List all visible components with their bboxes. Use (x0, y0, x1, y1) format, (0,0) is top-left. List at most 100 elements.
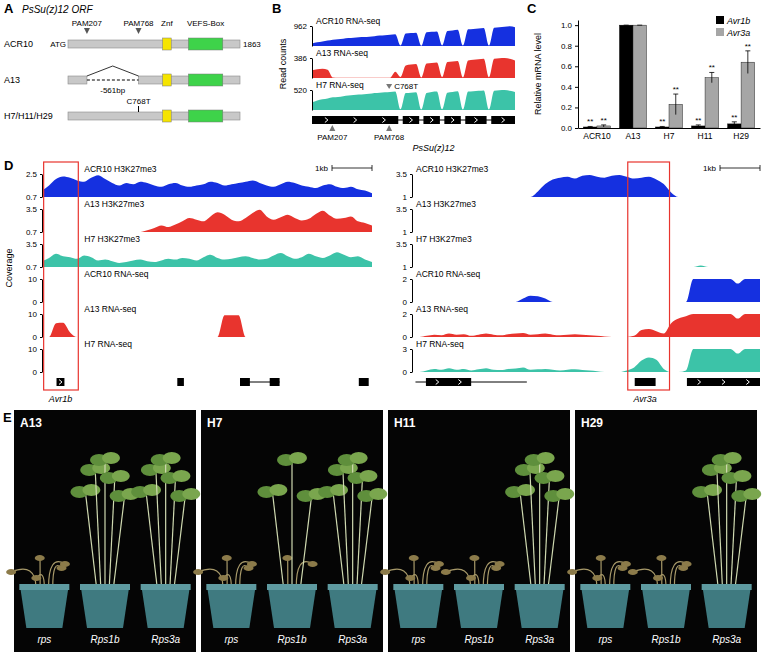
coverage-area (42, 302, 372, 303)
pot-rim (19, 584, 69, 590)
plant-leaf (163, 452, 181, 464)
significance: ** (731, 113, 737, 122)
pot-label: Rps3a (151, 634, 180, 645)
deletion (87, 80, 139, 81)
tick-mark (40, 232, 42, 233)
panel-letter: C (527, 1, 537, 16)
axis: 02 (403, 310, 413, 342)
plant-stem (174, 496, 185, 588)
pot (516, 588, 564, 628)
legend-swatch (716, 28, 724, 36)
strand-arrow (746, 380, 749, 385)
plot (42, 302, 372, 303)
tick: 2 (403, 275, 412, 284)
axis: 010 (28, 310, 42, 342)
tick-label: A13 (625, 131, 640, 141)
pot-rim (141, 584, 191, 590)
pot (642, 588, 690, 628)
tick: 10 (28, 310, 42, 319)
tick-label: 520 (294, 86, 308, 95)
axis-line (42, 315, 43, 338)
plot (412, 349, 760, 372)
tick: 3.5 (396, 205, 412, 214)
scale-bar (720, 165, 760, 171)
highlight-box (44, 162, 79, 390)
tick-mark (410, 244, 412, 245)
significance: ** (709, 63, 715, 72)
track-title: ACR10 H3K27me3 (416, 164, 489, 174)
track: ACR10 RNA-seq02 (403, 269, 760, 307)
label: C768T (127, 97, 151, 106)
track-title: A13 H3K27me3 (416, 199, 476, 209)
tick: 1 (403, 263, 412, 272)
pot (142, 588, 190, 628)
plant-leaf (724, 452, 742, 464)
axis: 02 (403, 275, 413, 307)
plant-leaf (350, 452, 368, 464)
pot-label: Rps1b (465, 634, 494, 645)
pot-label: rps (598, 634, 612, 645)
tick: H29 (733, 128, 749, 141)
pot (394, 588, 442, 628)
exon (57, 378, 65, 386)
tick-mark (40, 267, 42, 268)
axis: 010 (28, 275, 42, 307)
tick: 0.2 (561, 103, 578, 112)
plant-leaf (592, 575, 602, 581)
label: VEFS-Box (187, 19, 224, 28)
coverage-area (412, 175, 760, 197)
pot-rim (328, 584, 378, 590)
tick: 0 (403, 368, 412, 377)
photo: rpsRps1bRps3aH29 (567, 410, 761, 652)
tick-mark (410, 174, 412, 175)
plot (312, 90, 515, 110)
axis-line (312, 27, 313, 47)
axis: 13.5 (396, 240, 413, 272)
track: ACR10 H3K27me313.5 (396, 164, 760, 202)
tick-mark (410, 314, 412, 315)
tick: 386 (294, 54, 312, 63)
tick-label: 0 (403, 368, 408, 377)
axis: 386 (294, 54, 313, 78)
panel-letter: D (4, 158, 13, 173)
plant-leaf (289, 452, 307, 464)
track: A13 H3K27me313.5 (396, 199, 760, 237)
plant-stem (735, 496, 746, 588)
exon (240, 378, 250, 386)
bar (705, 78, 719, 128)
bars (583, 25, 754, 128)
axis: 03 (403, 345, 413, 377)
plant-stem (95, 470, 101, 588)
pot-label: rps (411, 634, 425, 645)
plant-leaf (269, 484, 287, 496)
pot-label: Rps1b (278, 634, 307, 645)
tick: H7 (664, 128, 675, 141)
exon (403, 116, 419, 124)
coverage-area (412, 232, 760, 233)
track-title: A13 RNA-seq (416, 304, 468, 314)
exon (687, 378, 760, 386)
photo-background (575, 410, 757, 652)
track-title: H7 RNA-seq (316, 80, 364, 90)
panel-letter: E (3, 410, 12, 425)
plant-leaf (441, 569, 451, 575)
tick: 3 (403, 345, 412, 354)
track: A13 RNA-seq386 (294, 48, 515, 79)
track-title: ACR10 H3K27me3 (84, 164, 157, 174)
tick-mark (40, 174, 42, 175)
plot (412, 232, 760, 233)
plot (412, 266, 760, 267)
strand-arrow (382, 118, 385, 123)
exon (312, 116, 398, 124)
exon (635, 378, 656, 386)
axis: 962 (294, 22, 313, 46)
tick-mark (40, 314, 42, 315)
axis-line (412, 350, 413, 373)
scale-bar (332, 165, 372, 171)
plant-leaf (35, 555, 45, 561)
strand-arrow (59, 380, 62, 385)
coverage-area (312, 90, 515, 110)
error-bar (696, 125, 701, 127)
plant-stem (113, 496, 124, 588)
coverage-area (412, 279, 760, 302)
